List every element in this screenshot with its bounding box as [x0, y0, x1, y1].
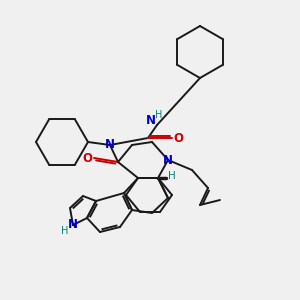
Text: H: H — [168, 171, 176, 181]
Text: N: N — [163, 154, 173, 166]
Text: N: N — [105, 139, 115, 152]
Text: H: H — [61, 226, 69, 236]
Text: N: N — [146, 115, 156, 128]
Text: O: O — [82, 152, 92, 164]
Text: H: H — [155, 110, 163, 120]
Text: O: O — [173, 131, 183, 145]
Text: N: N — [68, 218, 78, 232]
